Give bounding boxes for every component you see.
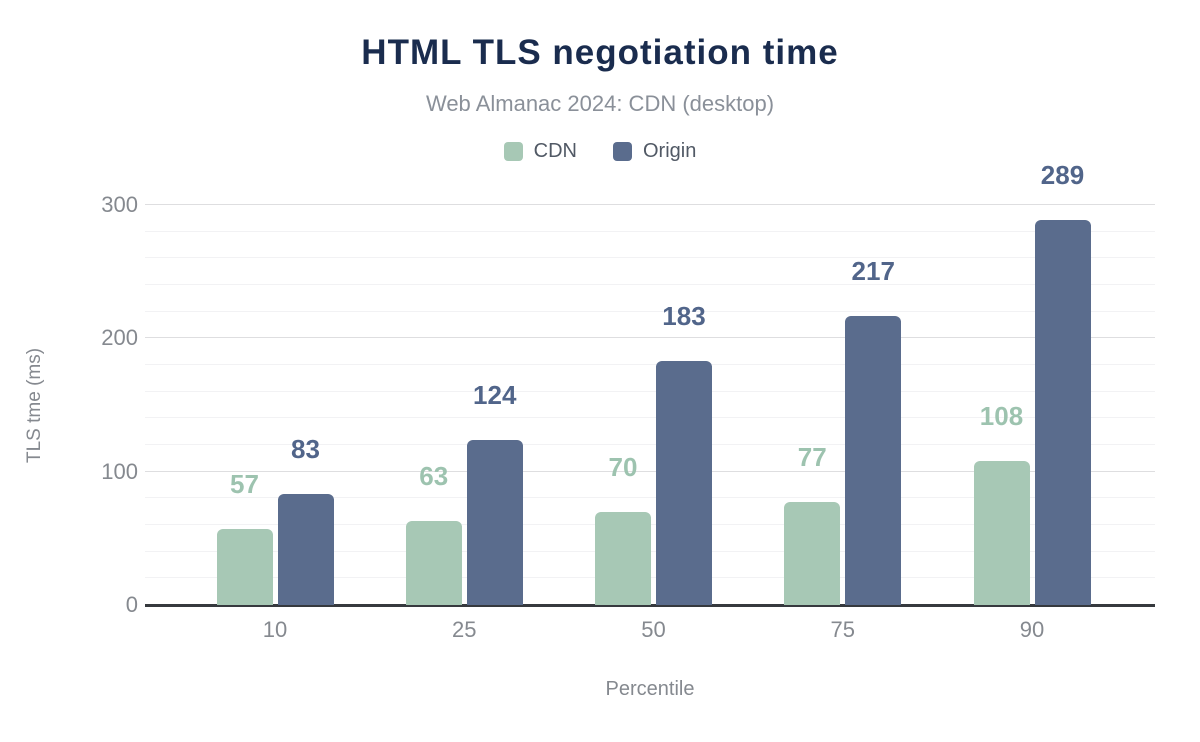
gridline-280 — [145, 230, 1155, 232]
bar-origin-p10[interactable] — [277, 494, 334, 605]
chart-title: HTML TLS negotiation time — [361, 33, 839, 72]
legend-swatch-cdn-icon — [503, 142, 523, 161]
gridline-120 — [145, 444, 1155, 445]
y-axis-title: TLS tme (ms) — [24, 347, 45, 463]
bar-value-cdn-p50: 70 — [608, 451, 638, 482]
gridline-160 — [145, 390, 1155, 392]
gridline-180 — [145, 364, 1155, 365]
bar-value-origin-p10: 83 — [291, 434, 320, 465]
bar-value-origin-p90: 289 — [1040, 159, 1085, 190]
gridline-240 — [145, 284, 1155, 285]
gridline-140 — [145, 417, 1155, 419]
legend-item-cdn[interactable]: CDN — [503, 140, 577, 163]
bar-origin-p75[interactable] — [845, 315, 902, 605]
x-axis-line — [145, 604, 1155, 607]
legend-label-origin: Origin — [642, 140, 697, 162]
y-tick-300: 300 — [101, 192, 138, 217]
bar-cdn-p10[interactable] — [216, 529, 273, 605]
x-tick-25: 25 — [452, 617, 477, 642]
chart-subtitle: Web Almanac 2024: CDN (desktop) — [425, 91, 775, 116]
y-tick-100: 100 — [101, 458, 138, 484]
bar-cdn-p50[interactable] — [595, 511, 651, 605]
gridline-100 — [145, 470, 1155, 472]
gridline-80 — [145, 497, 1155, 499]
bar-origin-p25[interactable] — [466, 439, 523, 605]
x-tick-90: 90 — [1019, 617, 1045, 642]
bar-value-cdn-p25: 63 — [419, 461, 449, 491]
x-axis-title: Percentile — [605, 678, 695, 700]
x-tick-10: 10 — [262, 617, 288, 642]
bar-value-cdn-p10: 57 — [230, 469, 259, 499]
bar-origin-p90[interactable] — [1034, 219, 1091, 605]
x-tick-75: 75 — [830, 617, 855, 642]
bar-value-origin-p75: 217 — [851, 255, 895, 286]
gridline-220 — [145, 310, 1155, 312]
legend: CDN Origin — [0, 140, 1200, 163]
gridline-300 — [145, 204, 1155, 205]
bar-value-origin-p50: 183 — [662, 301, 706, 331]
bar-value-cdn-p75: 77 — [797, 442, 827, 473]
y-tick-200: 200 — [101, 325, 138, 351]
legend-item-origin[interactable]: Origin — [612, 140, 697, 163]
bar-cdn-p25[interactable] — [405, 521, 462, 605]
bar-origin-p50[interactable] — [656, 361, 712, 605]
bar-cdn-p90[interactable] — [973, 461, 1030, 605]
bar-value-cdn-p90: 108 — [979, 401, 1024, 431]
bar-value-origin-p25: 124 — [473, 379, 517, 410]
y-tick-0: 0 — [125, 592, 138, 617]
gridline-200 — [145, 337, 1155, 339]
bar-cdn-p75[interactable] — [784, 502, 841, 605]
legend-swatch-origin-icon — [612, 142, 632, 161]
x-tick-50: 50 — [641, 617, 666, 642]
gridline-260 — [145, 257, 1155, 259]
legend-label-cdn: CDN — [533, 140, 577, 162]
